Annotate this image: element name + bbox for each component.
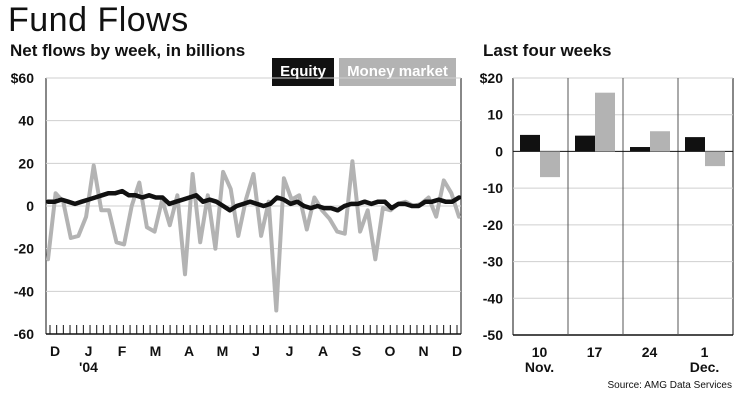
x-month-label: F xyxy=(118,343,127,359)
category-label: 10 xyxy=(532,344,548,360)
equity-bar xyxy=(685,137,705,152)
y-tick-label: -40 xyxy=(14,283,34,299)
y-tick-label: 10 xyxy=(487,107,503,123)
category-label: 1 xyxy=(701,344,709,360)
x-month-label: A xyxy=(318,343,328,359)
money-market-line xyxy=(46,159,461,313)
money-market-bar xyxy=(650,131,670,152)
money-market-bar xyxy=(705,151,725,167)
x-month-label: M xyxy=(150,343,162,359)
chart-title: Fund Flows xyxy=(8,1,189,39)
y-tick-label: $20 xyxy=(480,70,504,86)
x-month-label: J xyxy=(286,343,294,359)
money-market-bar xyxy=(595,92,615,152)
y-tick-label: -30 xyxy=(483,254,503,270)
x-month-label: A xyxy=(184,343,194,359)
x-month-label: O xyxy=(385,343,396,359)
last-four-weeks-title: Last four weeks xyxy=(483,41,612,60)
y-tick-label: -60 xyxy=(14,326,34,342)
equity-bar xyxy=(575,135,595,152)
y-tick-label: -50 xyxy=(483,327,503,343)
equity-bar xyxy=(520,134,540,152)
x-month-label: D xyxy=(452,343,462,359)
y-tick-label: $60 xyxy=(11,70,35,86)
money-market-bar xyxy=(540,151,560,178)
x-month-label: N xyxy=(418,343,428,359)
y-tick-label: -20 xyxy=(483,217,503,233)
category-label: 17 xyxy=(587,344,603,360)
y-tick-label: 0 xyxy=(495,143,503,159)
x-month-label: S xyxy=(352,343,361,359)
x-month-label: D xyxy=(50,343,60,359)
y-tick-label: -20 xyxy=(14,241,34,257)
equity-line xyxy=(45,188,462,213)
category-label: 24 xyxy=(642,344,658,360)
y-tick-label: 20 xyxy=(18,155,34,171)
x-year-label: '04 xyxy=(79,359,98,375)
category-sublabel: Nov. xyxy=(525,359,554,375)
x-month-label: J xyxy=(252,343,260,359)
source-note: Source: AMG Data Services xyxy=(607,380,733,391)
x-month-label: M xyxy=(217,343,229,359)
legend-equity: Equity xyxy=(272,58,334,86)
chart-subtitle: Net flows by week, in billions xyxy=(10,41,246,60)
y-tick-label: -40 xyxy=(483,290,503,306)
equity-bar xyxy=(630,147,650,152)
y-tick-label: 0 xyxy=(26,198,34,214)
y-tick-label: -10 xyxy=(483,180,503,196)
y-tick-label: 40 xyxy=(18,113,34,129)
category-sublabel: Dec. xyxy=(690,359,720,375)
x-month-label: J xyxy=(85,343,93,359)
legend-money-market: Money market xyxy=(339,58,456,86)
